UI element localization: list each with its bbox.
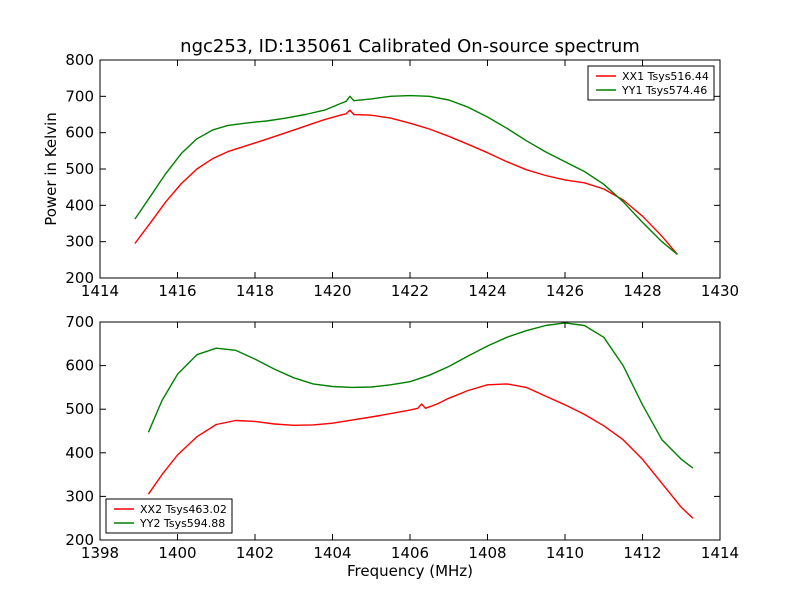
bottom-x-tick-label: 1400 <box>158 544 196 562</box>
bottom-x-axis-label: Frequency (MHz) <box>347 562 473 580</box>
top-x-tick-label: 1418 <box>236 282 274 300</box>
top-x-tick-label: 1416 <box>158 282 196 300</box>
top-legend-box <box>587 65 715 101</box>
bottom-y-tick-label: 200 <box>65 531 94 549</box>
bottom-y-tick-label: 700 <box>65 313 94 331</box>
top-y-tick-label: 200 <box>65 269 94 287</box>
bottom-x-tick-label: 1406 <box>391 544 429 562</box>
top-x-tick-label: 1414 <box>81 282 119 300</box>
bottom-series-line-xx2 <box>147 383 694 519</box>
bottom-y-tick-label: 400 <box>65 444 94 462</box>
top-y-tick-label: 300 <box>65 233 94 251</box>
chart-title: ngc253, ID:135061 Calibrated On-source s… <box>180 36 640 57</box>
top-legend-label: YY1 Tsys574.46 <box>621 84 707 97</box>
top-series-line-yy1 <box>134 94 678 255</box>
bottom-x-tick-label: 1402 <box>236 544 274 562</box>
bottom-legend-label: XX2 Tsys463.02 <box>140 503 227 516</box>
bottom-x-tick-label: 1412 <box>623 544 661 562</box>
top-x-tick-label: 1420 <box>313 282 351 300</box>
top-x-tick-label: 1426 <box>546 282 584 300</box>
bottom-y-tick-label: 300 <box>65 487 94 505</box>
top-series-line-xx1 <box>134 109 678 255</box>
top-x-tick-label: 1428 <box>623 282 661 300</box>
top-y-tick-label: 700 <box>65 87 94 105</box>
bottom-x-tick-label: 1398 <box>81 544 119 562</box>
top-x-tick-label: 1422 <box>391 282 429 300</box>
top-y-tick-label: 600 <box>65 124 94 142</box>
bottom-x-tick-label: 1414 <box>701 544 739 562</box>
bottom-legend-box <box>105 498 233 534</box>
top-y-axis-label: Power in Kelvin <box>42 112 60 226</box>
bottom-legend-label: YY2 Tsys594.88 <box>139 517 225 530</box>
bottom-plot-area <box>147 322 694 519</box>
bottom-x-tick-label: 1404 <box>313 544 351 562</box>
top-legend-label: XX1 Tsys516.44 <box>622 70 709 83</box>
bottom-y-tick-label: 600 <box>65 357 94 375</box>
top-y-tick-label: 800 <box>65 51 94 69</box>
top-x-tick-label: 1424 <box>468 282 506 300</box>
bottom-series-line-yy2 <box>147 322 694 469</box>
top-panel: ngc253, ID:135061 Calibrated On-source s… <box>42 36 739 300</box>
top-x-tick-label: 1430 <box>701 282 739 300</box>
top-y-tick-label: 400 <box>65 196 94 214</box>
top-plot-area <box>134 94 678 255</box>
bottom-x-tick-label: 1410 <box>546 544 584 562</box>
top-y-tick-label: 500 <box>65 160 94 178</box>
bottom-y-tick-label: 500 <box>65 400 94 418</box>
bottom-x-tick-label: 1408 <box>468 544 506 562</box>
